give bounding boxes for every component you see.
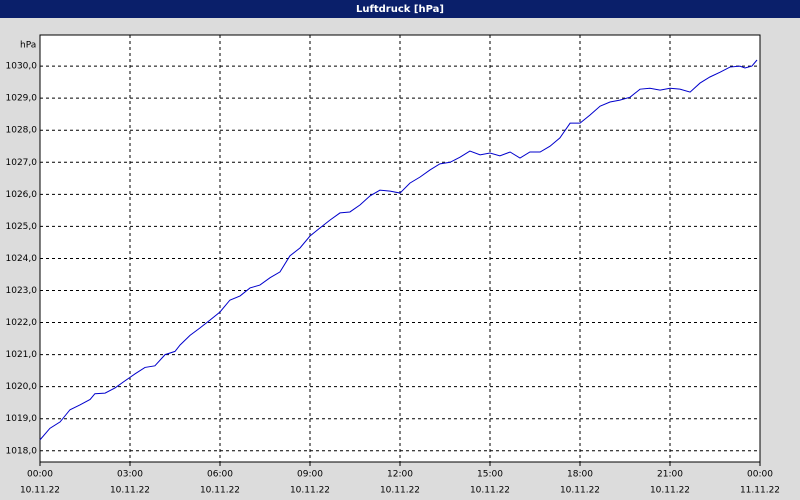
- x-tick-label: 15:00: [477, 470, 503, 480]
- y-tick-label: 1023,0: [6, 286, 38, 296]
- x-tick-date: 10.11.22: [20, 486, 60, 496]
- x-tick-date: 10.11.22: [560, 486, 600, 496]
- x-tick-label: 00:00: [747, 470, 773, 480]
- x-tick-date: 10.11.22: [110, 486, 150, 496]
- x-tick-label: 09:00: [297, 470, 323, 480]
- y-tick-label: 1020,0: [6, 382, 38, 392]
- x-tick-date: 10.11.22: [470, 486, 510, 496]
- x-tick-label: 18:00: [567, 470, 593, 480]
- y-tick-label: 1028,0: [6, 126, 38, 136]
- x-tick-date: 10.11.22: [380, 486, 420, 496]
- title-bar: [0, 0, 800, 18]
- x-tick-date: 10.11.22: [200, 486, 240, 496]
- chart-title: Luftdruck [hPa]: [356, 4, 444, 15]
- y-tick-label: 1019,0: [6, 414, 38, 424]
- y-tick-label: 1021,0: [6, 350, 38, 360]
- x-tick-date: 11.11.22: [740, 486, 780, 496]
- x-tick-label: 00:00: [27, 470, 53, 480]
- x-tick-date: 10.11.22: [290, 486, 330, 496]
- x-tick-date: 10.11.22: [650, 486, 690, 496]
- y-tick-label: 1030,0: [6, 62, 38, 72]
- y-tick-label: 1027,0: [6, 158, 38, 168]
- y-tick-label: 1018,0: [6, 446, 38, 456]
- x-tick-label: 06:00: [207, 470, 233, 480]
- y-tick-label: 1025,0: [6, 222, 38, 232]
- x-tick-label: 03:00: [117, 470, 143, 480]
- y-tick-label: 1024,0: [6, 254, 38, 264]
- y-axis-label: hPa: [20, 41, 36, 51]
- y-tick-label: 1022,0: [6, 318, 38, 328]
- x-tick-label: 21:00: [657, 470, 683, 480]
- x-tick-label: 12:00: [387, 470, 413, 480]
- y-tick-label: 1026,0: [6, 190, 38, 200]
- y-tick-label: 1029,0: [6, 94, 38, 104]
- data-line: [39, 59, 758, 441]
